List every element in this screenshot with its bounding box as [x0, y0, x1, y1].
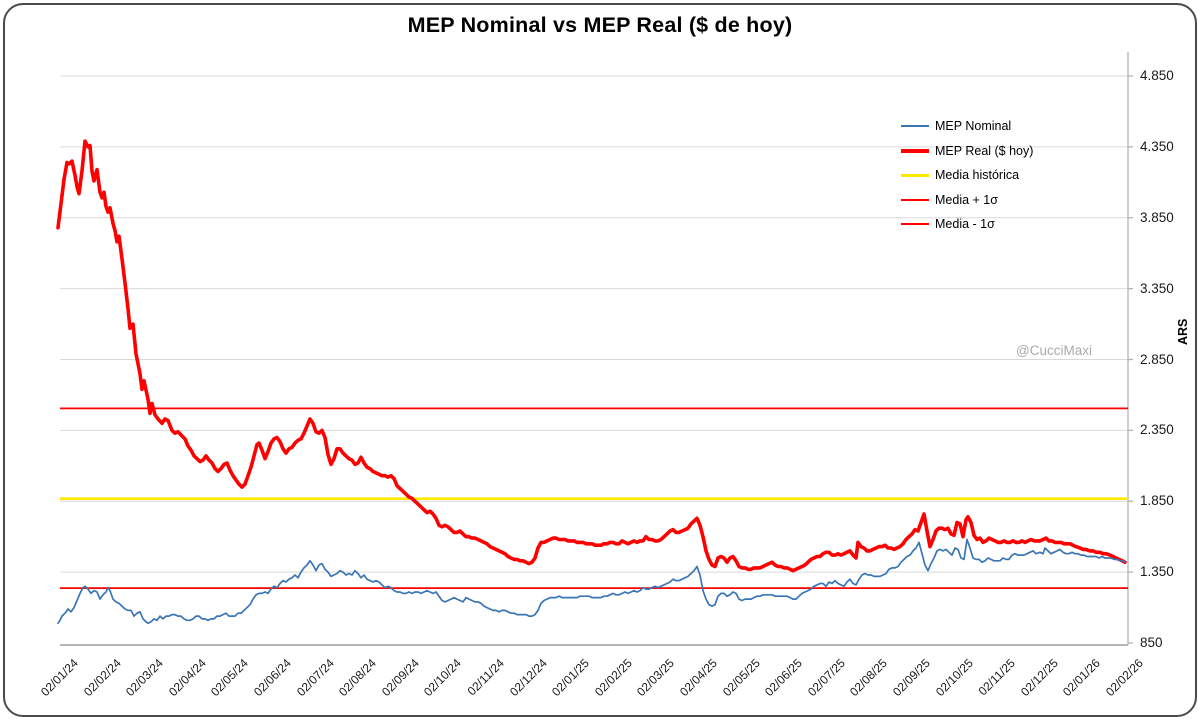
y-axis-tick-label: 1.350	[1140, 564, 1174, 580]
y-axis-tick-label: 850	[1140, 635, 1163, 650]
watermark: @CucciMaxi	[1016, 343, 1092, 358]
legend-swatch-media-historica	[901, 173, 929, 177]
legend-label: MEP Real ($ hoy)	[935, 143, 1034, 158]
series-line-mep-nominal	[57, 538, 1126, 625]
legend-label: Media - 1σ	[935, 217, 995, 232]
y-axis-title: ARS	[1176, 318, 1190, 345]
legend-label: MEP Nominal	[935, 119, 1012, 134]
legend-item-mep-nominal: MEP Nominal	[901, 114, 1033, 139]
legend-item-media-historica: Media histórica	[901, 163, 1033, 188]
legend-swatch-media-plus-sigma	[901, 198, 929, 201]
legend-item-media-minus-sigma: Media - 1σ	[901, 212, 1033, 237]
y-axis-tick-label: 1.850	[1140, 493, 1174, 509]
legend-item-media-plus-sigma: Media + 1σ	[901, 188, 1033, 213]
legend: MEP Nominal MEP Real ($ hoy) Media histó…	[901, 114, 1033, 237]
legend-item-mep-real: MEP Real ($ hoy)	[901, 139, 1033, 164]
legend-label: Media histórica	[935, 168, 1020, 183]
chart-title: MEP Nominal vs MEP Real ($ de hoy)	[407, 13, 793, 37]
y-axis-tick-label: 2.350	[1140, 422, 1174, 438]
series-line-mep-real-hoy-	[56, 139, 1127, 573]
y-axis-tick-label: 4.350	[1140, 138, 1174, 154]
y-axis-tick-label: 4.850	[1140, 68, 1174, 83]
legend-swatch-mep-real	[901, 148, 929, 153]
legend-swatch-mep-nominal	[901, 125, 929, 128]
legend-label: Media + 1σ	[935, 192, 998, 207]
legend-swatch-media-minus-sigma	[901, 223, 929, 226]
y-axis-tick-label: 3.350	[1140, 280, 1174, 296]
y-axis-tick-label: 2.850	[1140, 351, 1174, 367]
y-axis-tick-label: 3.850	[1140, 209, 1174, 225]
